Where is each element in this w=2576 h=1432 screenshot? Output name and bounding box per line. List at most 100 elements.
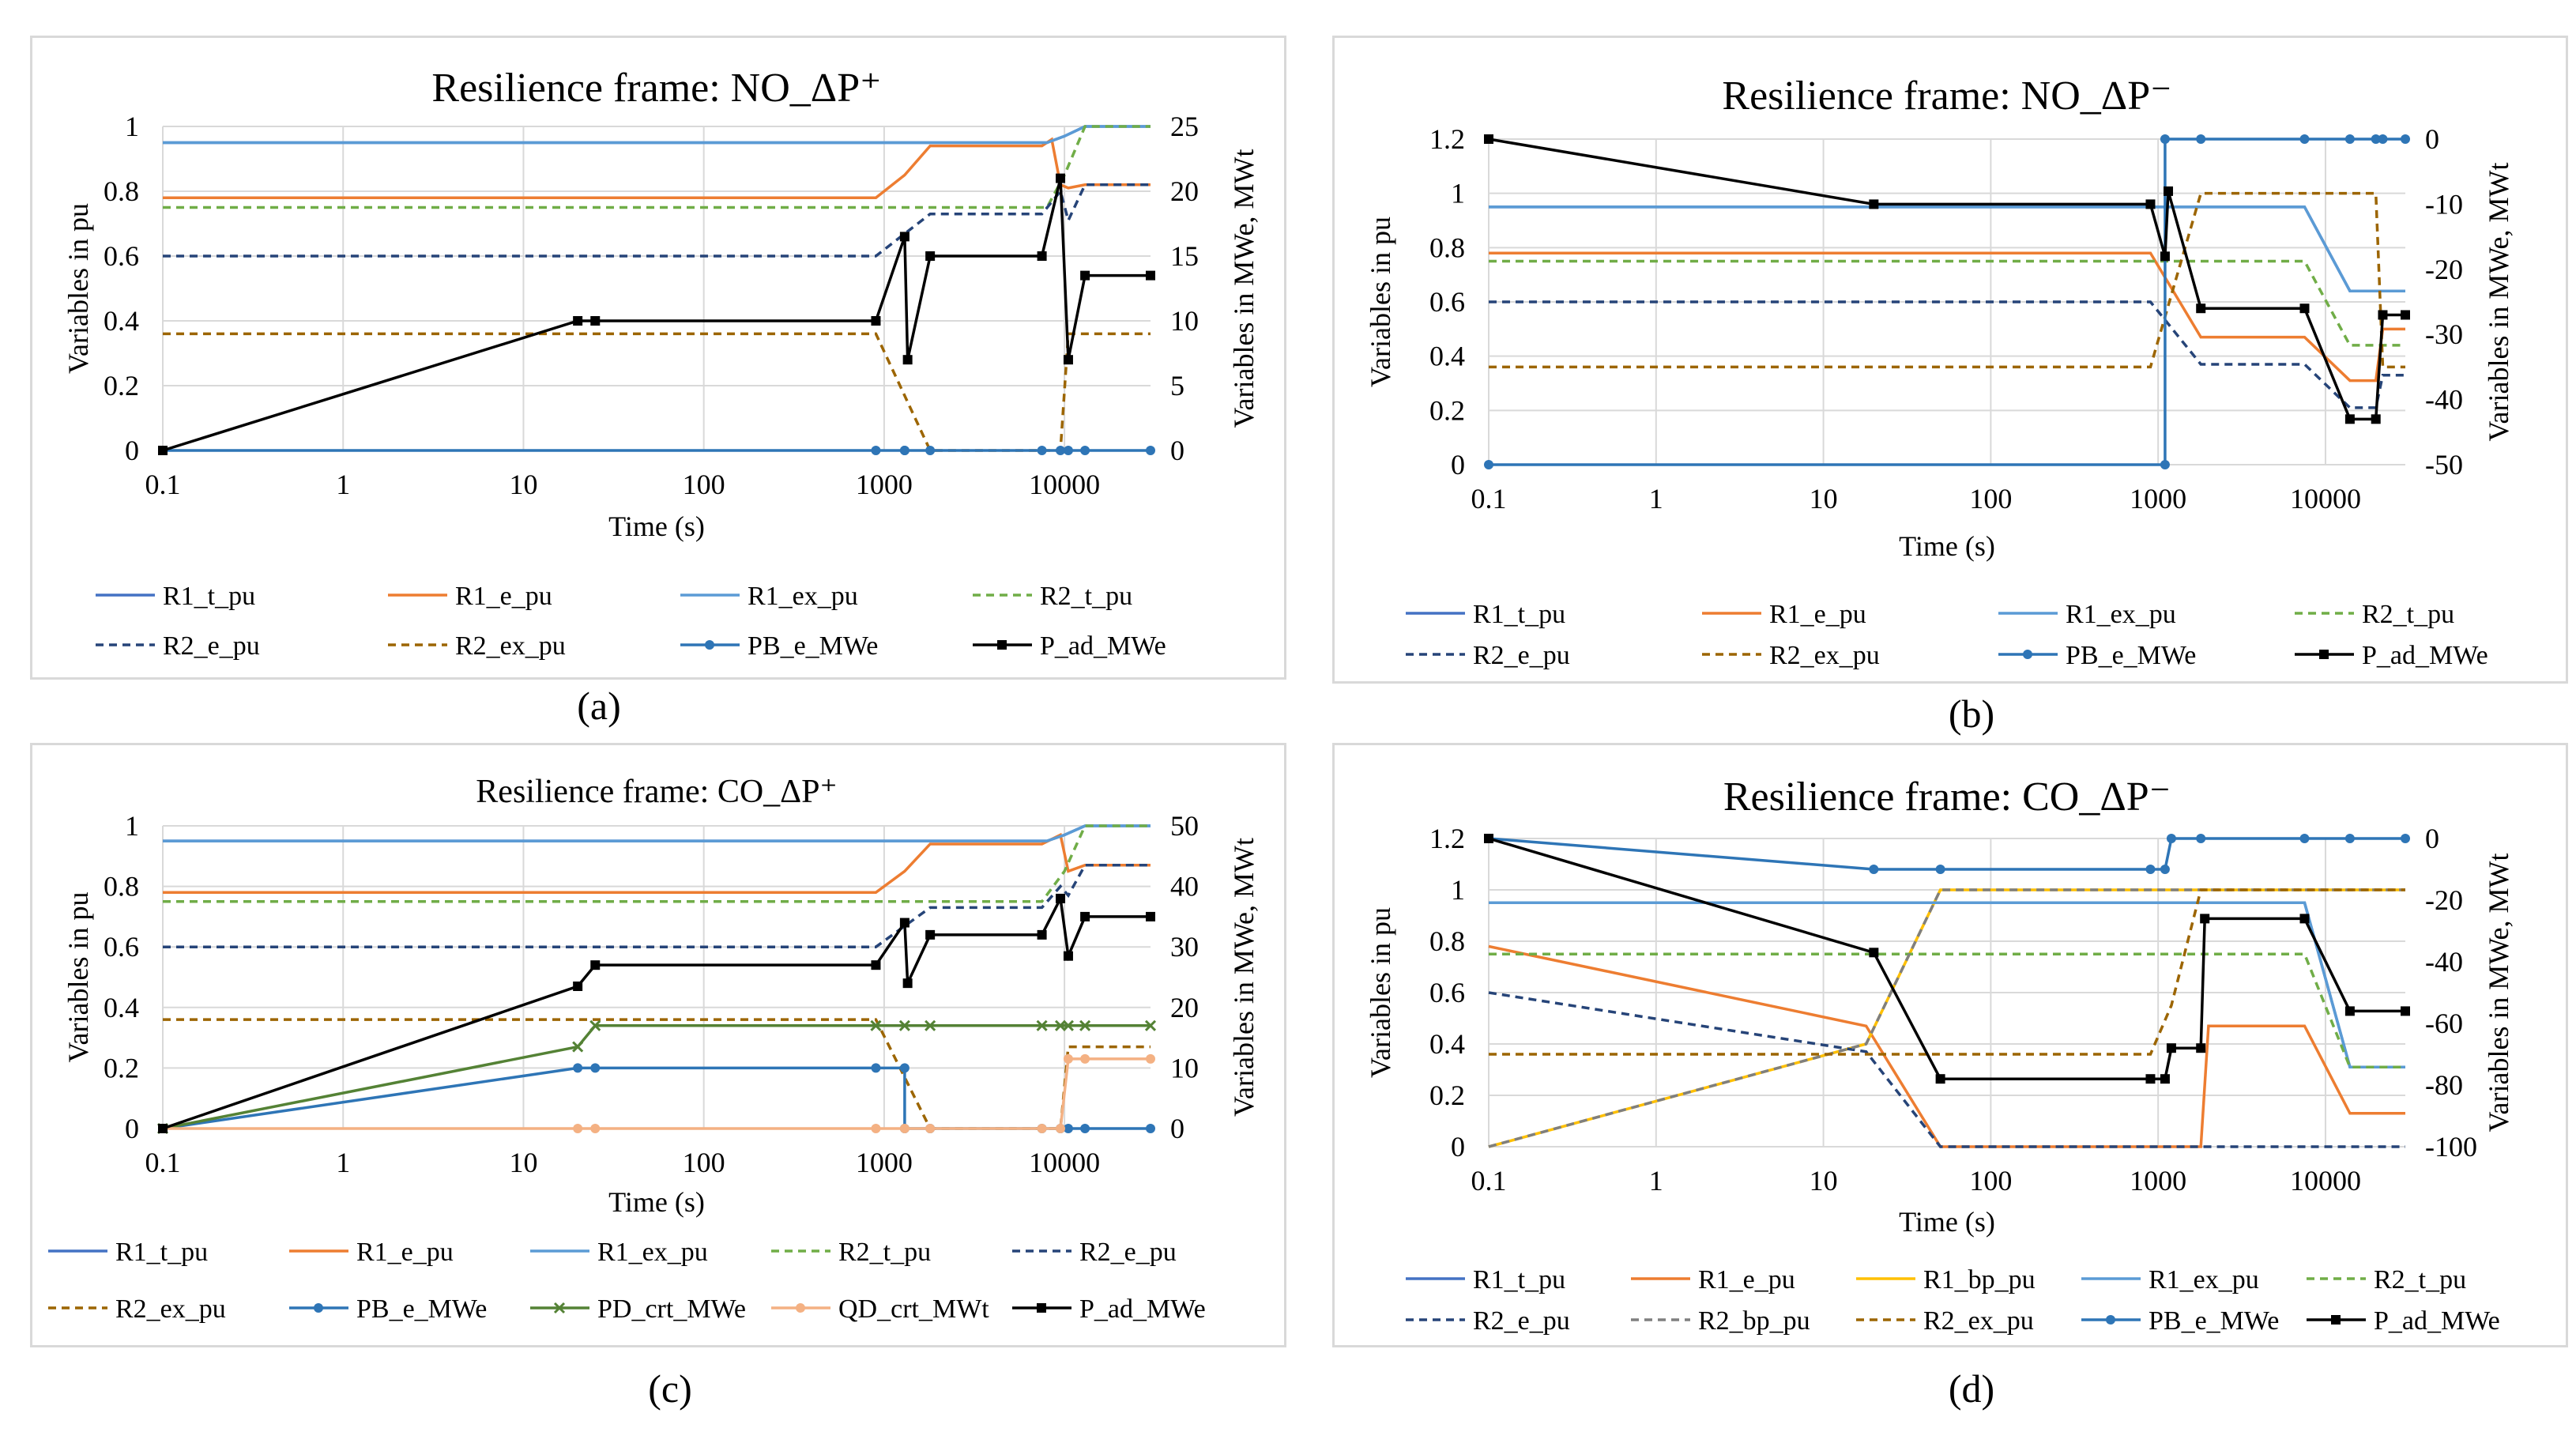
data-point	[870, 1019, 882, 1031]
data-point	[2299, 303, 2310, 314]
y-tick-label: 0.2	[1429, 394, 1465, 426]
data-point	[1146, 911, 1155, 921]
chart-panel-c: Resilience frame: CO_ΔP⁺ 0 0.2 0.4 0.6 0.8 1 0 1…	[30, 743, 1286, 1347]
legend-item: R1_bp_pu	[1856, 1265, 2036, 1294]
x-axis-label: Time (s)	[1899, 530, 1995, 562]
data-point	[925, 929, 936, 940]
chart-title: Resilience frame: CO_ΔP⁻	[1723, 774, 2171, 820]
series-R2_t_pu	[163, 125, 1151, 209]
data-point	[2160, 460, 2170, 469]
legend-label: P_ad_MWe	[2362, 641, 2488, 670]
data-point	[871, 446, 881, 455]
x-axis-label: Time (s)	[608, 1186, 705, 1218]
y-axis-label: Variables in pu	[1365, 217, 1396, 387]
y-tick-label: 1.2	[1429, 823, 1465, 854]
data-point	[590, 1063, 601, 1073]
y-tick-label: 1	[1451, 178, 1465, 209]
series-R1_bp_pu	[1488, 888, 2405, 1148]
data-point	[1146, 1053, 1155, 1064]
data-point	[2319, 650, 2329, 659]
legend-item: R2_t_pu	[2307, 1265, 2466, 1294]
series-line-R1_ex_pu	[1489, 901, 2405, 1068]
legend-item: PB_e_MWe	[2081, 1306, 2279, 1336]
data-point	[2145, 199, 2156, 209]
series-QD_crt_MWt	[158, 1053, 1155, 1133]
x-tick-label: 1	[336, 1147, 350, 1178]
data-point	[1080, 446, 1090, 455]
legend-label: R2_e_pu	[163, 631, 260, 661]
data-point	[2344, 134, 2355, 144]
series-PB_e_MWe	[1484, 134, 2410, 469]
y-tick-label: 0	[125, 1113, 139, 1144]
data-point	[1935, 865, 1945, 874]
data-point	[925, 446, 936, 455]
series-R1_e_pu	[163, 137, 1151, 199]
y2-tick-label: 5	[1170, 370, 1184, 401]
data-point	[925, 1019, 936, 1031]
chart-b: Resilience frame: NO_ΔP⁻ 0 0.2 0.4 0.6 0.8 1 1.…	[1365, 73, 2514, 670]
y-tick-label: 0.4	[1429, 1028, 1465, 1060]
legend-item: P_ad_MWe	[1012, 1294, 1206, 1324]
series-line-R1_e_pu	[1489, 251, 2405, 382]
y2-tick-label: -80	[2425, 1069, 2463, 1101]
chart-title: Resilience frame: NO_ΔP⁻	[1722, 73, 2171, 119]
data-point	[2401, 310, 2410, 320]
data-point	[2299, 914, 2310, 924]
data-point	[871, 1124, 881, 1133]
legend-label: R1_bp_pu	[1923, 1265, 2036, 1294]
series-line-P_ad_MWe	[162, 178, 1151, 452]
data-point	[1063, 951, 1073, 961]
data-point	[902, 355, 913, 365]
legend-label: PB_e_MWe	[2149, 1306, 2279, 1336]
x-tick-label: 0.1	[1471, 483, 1507, 514]
series-line-R1_bp_pu	[1488, 888, 2405, 1148]
y-tick-label: 0.8	[104, 175, 139, 207]
legend-item: R2_t_pu	[2295, 600, 2454, 629]
legend-label: P_ad_MWe	[1040, 631, 1166, 661]
data-point	[158, 446, 168, 455]
data-point	[572, 1041, 584, 1053]
legend-label: R1_t_pu	[115, 1238, 208, 1267]
legend-label: R1_e_pu	[1698, 1265, 1795, 1294]
legend-item: PD_crt_MWe	[530, 1294, 746, 1324]
legend-item: PB_e_MWe	[680, 631, 878, 661]
legend-label: R2_e_pu	[1079, 1238, 1177, 1267]
legend-item: R1_t_pu	[48, 1238, 208, 1267]
data-point	[902, 978, 913, 989]
series-line-R2_ex_pu	[163, 332, 1151, 452]
legend-item: R1_e_pu	[289, 1238, 454, 1267]
data-point	[1146, 446, 1155, 455]
series-line-P_ad_MWe	[1488, 837, 2405, 1080]
x-axis-label: Time (s)	[608, 511, 705, 542]
y2-tick-label: -50	[2425, 449, 2463, 480]
legend-item: QD_crt_MWt	[771, 1294, 989, 1324]
series-R2_ex_pu	[1489, 191, 2405, 369]
data-point	[2145, 1074, 2156, 1084]
data-point	[2160, 1074, 2170, 1084]
y2-tick-label: -10	[2425, 188, 2463, 220]
data-point	[925, 251, 936, 261]
x-tick-label: 1	[336, 469, 350, 500]
y2-tick-label: -60	[2425, 1008, 2463, 1039]
series-line-R2_ex_pu	[163, 1018, 1151, 1130]
data-point	[997, 640, 1007, 650]
y-tick-label: 0.8	[1429, 925, 1465, 957]
series-line-R1_t_pu	[163, 125, 1151, 145]
series-line-R1_e_pu	[1488, 944, 2405, 1148]
series-line-R2_ex_pu	[1489, 888, 2405, 1056]
data-point	[1062, 1019, 1075, 1031]
series-P_ad_MWe	[1484, 134, 2410, 424]
y-tick-label: 0.2	[104, 1052, 139, 1083]
y-tick-label: 0.6	[1429, 286, 1465, 318]
data-point	[589, 1019, 601, 1031]
series-R1_t_pu	[163, 824, 1151, 842]
y-tick-label: 0.6	[1429, 977, 1465, 1008]
data-point	[2164, 186, 2174, 196]
data-point	[2401, 1006, 2410, 1016]
series-R2_ex_pu	[163, 332, 1151, 452]
series-line-P_ad_MWe	[162, 894, 1151, 1130]
y2-axis-label: Variables in MWe, MWt	[1228, 838, 1260, 1117]
data-point	[1146, 270, 1155, 281]
data-point	[1063, 355, 1073, 365]
legend-label: R2_ex_pu	[455, 631, 566, 661]
